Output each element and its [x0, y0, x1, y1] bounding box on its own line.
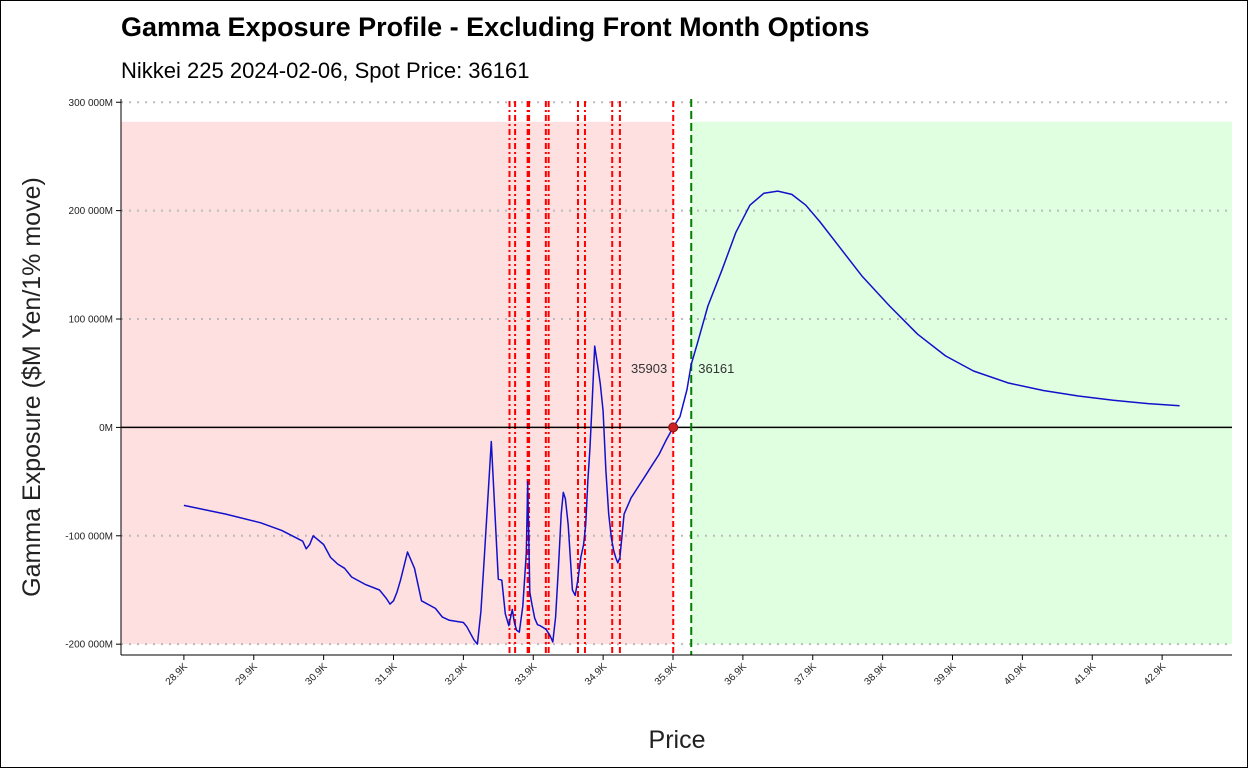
series-layer — [183, 190, 1180, 645]
chart-subtitle: Nikkei 225 2024-02-06, Spot Price: 36161 — [121, 58, 530, 83]
gamma-flip-point — [668, 422, 679, 433]
x-tick-label-11: 39.9K — [932, 661, 958, 687]
x-tick-label-6: 34.9K — [583, 661, 609, 687]
regions-layer — [121, 121, 1232, 645]
x-axis-label: Price — [649, 726, 706, 754]
y-tick-label-3: 100 000M — [69, 315, 113, 326]
y-tick-label-1: -100 000M — [65, 531, 113, 542]
x-tick-label-4: 32.9K — [443, 661, 469, 687]
y-tick-label-2: 0M — [99, 423, 113, 434]
x-tick-label-1: 29.9K — [234, 661, 260, 687]
x-tick-label-12: 40.9K — [1002, 661, 1028, 687]
gridlines-layer — [121, 101, 1232, 646]
y-tick-label-4: 200 000M — [69, 206, 113, 217]
y-tick-label-0: -200 000M — [65, 640, 113, 651]
x-tick-label-13: 41.9K — [1072, 661, 1098, 687]
x-tick-label-9: 37.9K — [793, 661, 819, 687]
chart-title: Gamma Exposure Profile - Excluding Front… — [121, 12, 870, 42]
x-tick-label-5: 33.9K — [513, 661, 539, 687]
spot-price-label: 36161 — [698, 361, 734, 376]
strike-lines-layer — [121, 99, 1232, 655]
gamma-series-line-0 — [183, 190, 1180, 645]
x-tick-label-7: 35.9K — [653, 661, 679, 687]
x-tick-label-10: 38.9K — [862, 661, 888, 687]
x-tick-label-2: 30.9K — [303, 661, 329, 687]
y-tick-label-5: 300 000M — [69, 98, 113, 109]
negative-gamma-region — [121, 121, 674, 645]
x-tick-label-14: 42.9K — [1142, 661, 1168, 687]
y-axis-label: Gamma Exposure ($M Yen/1% move) — [18, 177, 46, 597]
x-tick-label-3: 31.9K — [373, 661, 399, 687]
annotations-layer: 35903 36161 — [631, 361, 734, 376]
gamma-flip-label: 35903 — [631, 361, 667, 376]
x-tick-label-8: 36.9K — [723, 661, 749, 687]
x-tick-label-0: 28.9K — [164, 661, 190, 687]
positive-gamma-region — [691, 121, 1232, 645]
